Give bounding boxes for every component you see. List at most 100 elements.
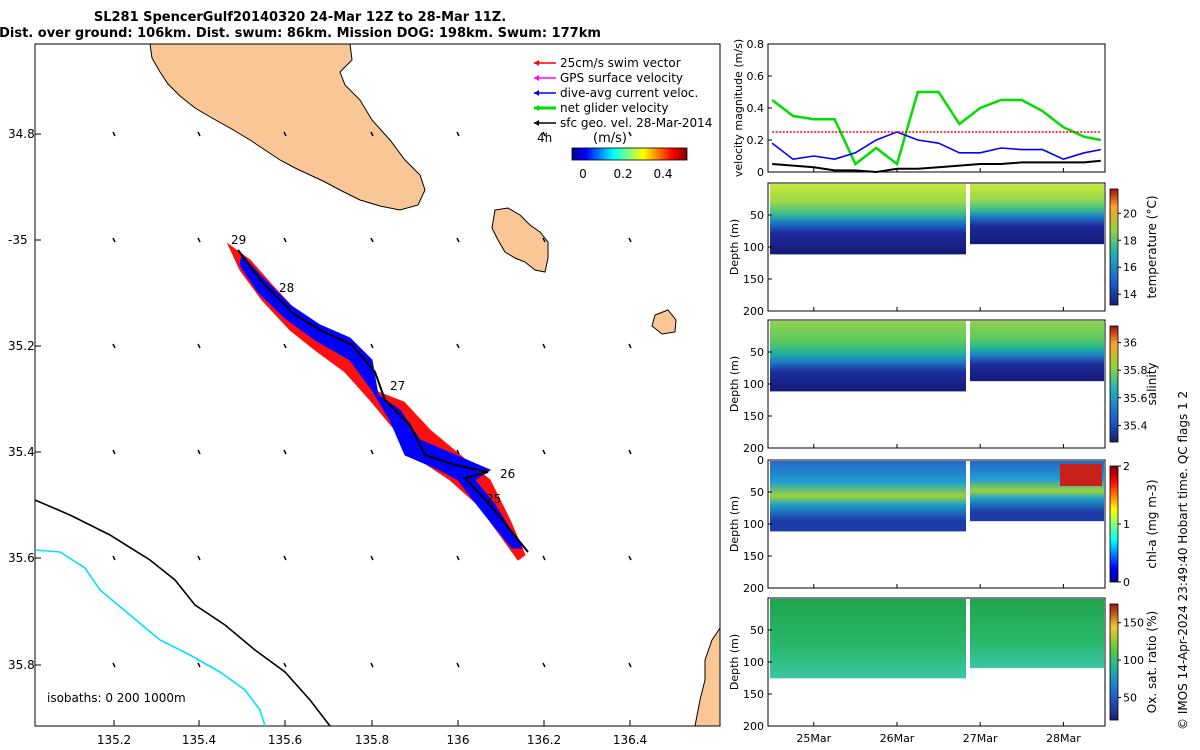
section-data-segment-2 — [970, 599, 1104, 669]
depth-tick-label: 150 — [743, 273, 764, 286]
sfc-vel-vector — [370, 662, 374, 668]
day-label-25: 25 — [486, 492, 501, 506]
sfc-vel-vector — [370, 555, 374, 561]
colorbar-tick-label: 1 — [1123, 518, 1130, 531]
legend-label: net glider velocity — [560, 101, 668, 115]
sfc-vel-vector — [456, 343, 460, 349]
section-data-segment-1 — [770, 599, 966, 679]
track-day-labels: 29 28 27 26 25 — [231, 233, 515, 506]
track-black-net — [237, 249, 529, 553]
speed-colorbar — [571, 147, 688, 161]
colorbar-tick-label: 36 — [1123, 337, 1137, 350]
map-x-tick-label: 135.2 — [97, 733, 131, 747]
colorbar-tick-label: 35.8 — [1123, 364, 1148, 377]
sfc-vel-vector — [283, 555, 287, 561]
legend-label: GPS surface velocity — [560, 71, 683, 85]
depth-tick-label: 100 — [743, 518, 764, 531]
sfc-vel-vector — [197, 237, 201, 243]
legend-arrowhead — [534, 105, 539, 111]
section-data-segment-2 — [970, 321, 1104, 382]
credit-text: © IMOS 14-Apr-2024 23:49:40 Hobart time.… — [1176, 390, 1190, 730]
map-x-tick-label: 135.6 — [268, 733, 302, 747]
depth-tick-label: 100 — [743, 656, 764, 669]
velocity-y-tick-label: 0.4 — [747, 102, 765, 115]
section-data-segment-1 — [770, 321, 966, 392]
map-y-tick-label: -35 — [8, 233, 28, 247]
sfc-vel-vector — [542, 131, 546, 137]
legend-label: sfc geo. vel. 28-Mar-2014 — [560, 116, 712, 130]
velocity-ylabel: velocity magnitude (m/s) — [732, 39, 745, 177]
velocity-series-line — [771, 131, 1101, 161]
map-x-tick-label: 135.8 — [355, 733, 389, 747]
colorbar-label: salinity — [1145, 362, 1159, 405]
speed-colorbar-title: (m/s) — [593, 131, 627, 146]
speed-colorbar-tick-0: 0 — [579, 167, 587, 181]
isobath-1000m — [34, 549, 266, 727]
map-y-tick-label: 35.4 — [8, 445, 35, 459]
velocity-panel: 0 0.2 0.4 0.6 0.8 velocity magnitude (m/s) — [732, 38, 1106, 179]
sfc-vel-vector — [112, 343, 116, 349]
map-y-tick-label: 35.6 — [8, 551, 35, 565]
depth-tick-label: 50 — [750, 624, 764, 637]
depth-ylabel: Depth (m) — [728, 634, 741, 690]
sfc-vel-vector — [197, 662, 201, 668]
day-label-27: 27 — [390, 379, 405, 393]
section-panel: 50 100 150 200 Depth (m) 35.4 35.6 35.8 36 salini… — [728, 319, 1159, 455]
map-x-axis: 135.2 135.4 135.6 135.8 136 136.2 136.4 — [97, 720, 647, 747]
time-tick-label: 26Mar — [880, 732, 915, 745]
sfc-vel-vector — [542, 449, 546, 455]
map-y-tick-label: 35.8 — [8, 658, 35, 672]
chl-hotspot — [1060, 464, 1102, 486]
colorbar-tick-label: 0 — [1123, 576, 1130, 589]
velocity-y-tick-label: 0.2 — [747, 134, 765, 147]
depth-tick-label: 200 — [743, 582, 764, 595]
figure-title-line1: SL281 SpencerGulf20140320 24-Mar 12Z to … — [93, 10, 507, 25]
velocity-y-axis: 0 0.2 0.4 0.6 0.8 — [747, 38, 772, 179]
sfc-vel-vector — [542, 237, 546, 243]
sfc-vel-vector — [112, 555, 116, 561]
colorbar-tick-label: 2 — [1123, 460, 1130, 473]
sfc-vel-vector — [283, 662, 287, 668]
sfc-vel-vector — [456, 131, 460, 137]
sfc-vel-vector — [542, 343, 546, 349]
legend-arrowhead — [534, 60, 539, 66]
colorbar-label: temperature (°C) — [1145, 196, 1159, 299]
section-colorbar — [1109, 603, 1119, 721]
time-x-axis: 25Mar 26Mar 27Mar 28Mar — [796, 168, 1081, 745]
sfc-vel-vector — [542, 662, 546, 668]
day-label-28: 28 — [279, 281, 294, 295]
isobath-200m — [34, 499, 331, 727]
colorbar-tick-label: 35.4 — [1123, 419, 1148, 432]
sfc-vel-vector — [628, 131, 632, 137]
depth-tick-label: 200 — [743, 720, 764, 733]
colorbar-tick-label: 100 — [1123, 654, 1144, 667]
sfc-vel-vector — [197, 343, 201, 349]
legend-arrowhead — [534, 120, 539, 126]
map-panel: 29 28 27 26 25 135.2 135.4 135.6 135.8 136 13… — [8, 43, 721, 747]
sfc-vel-vector — [628, 662, 632, 668]
track-blue-vectors — [239, 253, 523, 549]
velocity-frame — [767, 43, 1106, 173]
map-y-tick-label: 35.2 — [8, 339, 35, 353]
time-tick-label: 28Mar — [1046, 732, 1081, 745]
section-data-segment-2 — [970, 184, 1104, 245]
sfc-vel-vector — [628, 237, 632, 243]
colorbar-tick-label: 50 — [1123, 692, 1137, 705]
legend-arrowhead — [534, 90, 539, 96]
section-data-segment-1 — [770, 461, 966, 532]
sfc-vel-vector — [197, 555, 201, 561]
velocity-series — [771, 90, 1102, 174]
speed-colorbar-tick-2: 0.4 — [653, 167, 672, 181]
section-colorbar — [1109, 188, 1119, 306]
depth-ylabel: Depth (m) — [728, 219, 741, 275]
colorbar-tick-label: 20 — [1123, 207, 1137, 220]
map-y-tick-label: 34.8 — [8, 127, 35, 141]
speed-colorbar-tick-1: 0.2 — [613, 167, 632, 181]
colorbar-label: Ox. sat. ratio (%) — [1145, 611, 1159, 713]
colorbar-tick-label: 14 — [1123, 288, 1137, 301]
isobaths-label: isobaths: 0 200 1000m — [47, 691, 186, 705]
sfc-vel-vector — [283, 343, 287, 349]
